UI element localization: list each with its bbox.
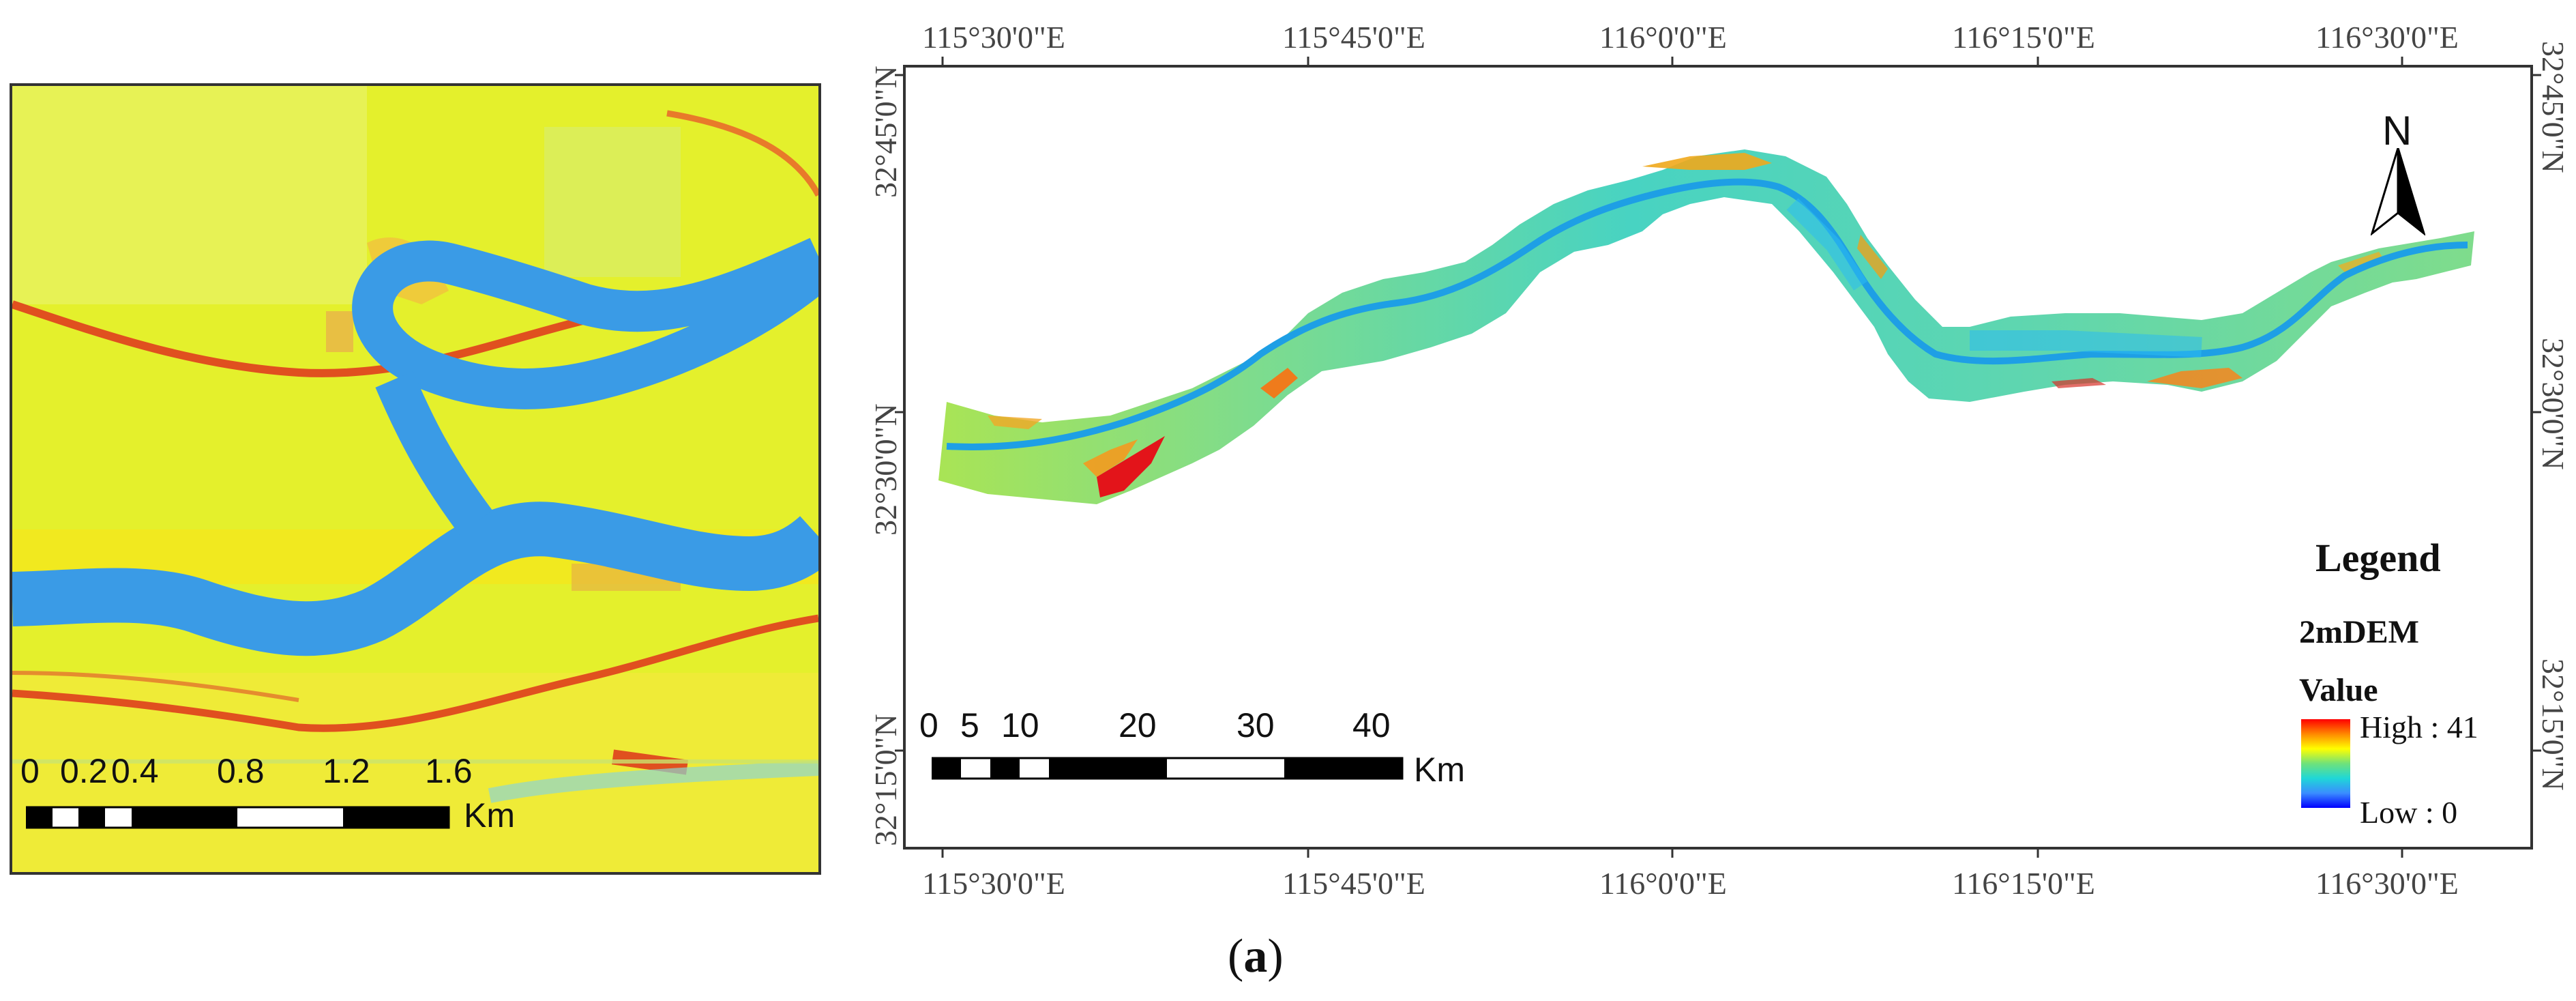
legend-field-name: Value	[2299, 672, 2378, 708]
legend-high-label: High : 41	[2360, 710, 2478, 744]
inset-scale-unit: Km	[464, 796, 515, 835]
north-label: N	[2382, 108, 2412, 154]
bottom-lon-label-3: 116°0'0"E	[1599, 866, 1727, 901]
top-lon-label-1: 115°30'0"E	[922, 20, 1065, 55]
main-scale-label-5: 5	[960, 706, 979, 744]
top-lon-label-2: 115°45'0"E	[1282, 20, 1425, 55]
main-dem-map-frame: N Legend 2mDEM Value High : 41 Low : 0 0…	[903, 65, 2533, 850]
graticule-ticks	[895, 57, 2541, 858]
right-lat-label-3: 32°15'0"N	[2536, 658, 2571, 791]
inset-scale-label-1.2: 1.2	[323, 752, 370, 790]
inset-scale-bar	[26, 806, 450, 829]
right-lat-label-2: 32°30'0"N	[2536, 338, 2571, 470]
main-scale-label-40: 40	[1352, 706, 1391, 744]
inset-scale-label-0.2: 0.2	[60, 752, 108, 790]
main-scale-label-0: 0	[919, 706, 938, 744]
main-scale-label-20: 20	[1119, 706, 1157, 744]
inset-scale-label-0: 0	[20, 752, 40, 790]
inset-scale-label-1.6: 1.6	[425, 752, 473, 790]
bottom-lon-label-5: 116°30'0"E	[2315, 866, 2459, 901]
top-lon-label-3: 116°0'0"E	[1599, 20, 1727, 55]
main-scale-unit: Km	[1414, 751, 1465, 789]
main-scale-label-10: 10	[1001, 706, 1039, 744]
inset-dem-raster	[12, 86, 818, 872]
main-scale-label-30: 30	[1237, 706, 1275, 744]
top-lon-label-5: 116°30'0"E	[2315, 20, 2459, 55]
bottom-lon-label-4: 116°15'0"E	[1952, 866, 2095, 901]
legend-color-ramp	[2301, 719, 2350, 808]
inset-scale-label-0.4: 0.4	[111, 752, 159, 790]
bottom-lon-label-2: 115°45'0"E	[1282, 866, 1425, 901]
legend-low-label: Low : 0	[2360, 795, 2458, 830]
main-scale-bar	[932, 757, 1404, 780]
left-lat-label-1: 32°45'0"N	[868, 66, 903, 198]
figure-caption: (a)	[1228, 929, 1284, 984]
legend-layer-name: 2mDEM	[2299, 614, 2419, 650]
main-dem-raster	[938, 149, 2474, 504]
north-arrow-icon	[2371, 148, 2425, 236]
caption-close: )	[1267, 930, 1284, 983]
right-lat-label-1: 32°45'0"N	[2536, 41, 2571, 173]
caption-open: (	[1228, 930, 1244, 983]
legend-title: Legend	[2315, 536, 2441, 580]
inset-scale-label-0.8: 0.8	[217, 752, 265, 790]
left-lat-label-2: 32°30'0"N	[868, 403, 903, 536]
bottom-lon-label-1: 115°30'0"E	[922, 866, 1065, 901]
inset-dem-map: 0 0.2 0.4 0.8 1.2 1.6 Km	[10, 83, 821, 875]
caption-letter: a	[1243, 930, 1268, 983]
top-lon-label-4: 116°15'0"E	[1952, 20, 2095, 55]
left-lat-label-3: 32°15'0"N	[868, 714, 903, 846]
